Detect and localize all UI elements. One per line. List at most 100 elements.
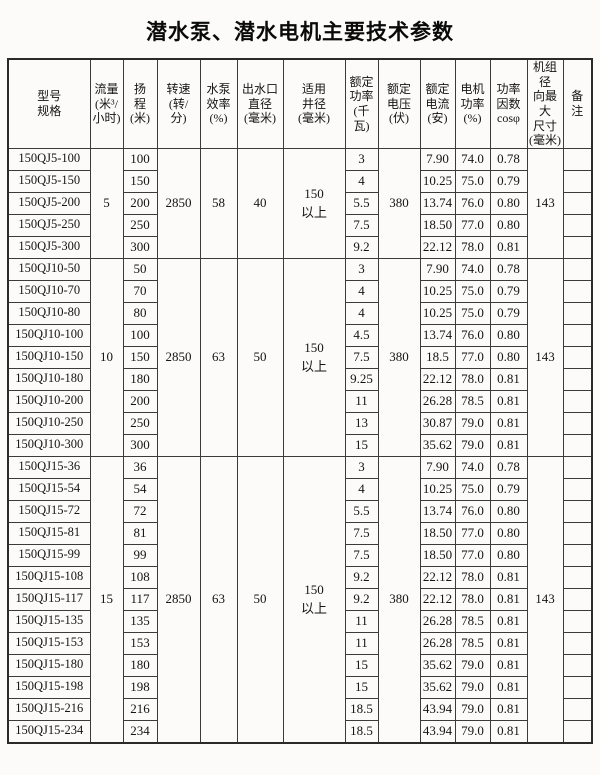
well-diameter-cell: 150 以上 [282, 257, 346, 457]
remark-cell [562, 257, 593, 281]
power-factor-cell: 0.80 [489, 521, 528, 545]
table-header: 型号 规格 流量 (米³/小时) 扬程 (米) 转速 (转/分) 水泵 效率 (%) 出水口 直径 (毫米… [7, 58, 593, 149]
col-header-remark: 备注 [562, 58, 593, 149]
speed-cell: 2850 [156, 257, 201, 457]
remark-cell [562, 279, 593, 303]
remark-cell [562, 433, 593, 457]
rated-current-cell: 26.28 [419, 389, 456, 413]
col-header-pump-efficiency: 水泵 效率 (%) [199, 58, 238, 149]
model-cell: 150QJ10-70 [7, 279, 91, 303]
remark-cell [562, 477, 593, 501]
model-cell: 150QJ15-234 [7, 719, 91, 744]
rated-current-cell: 35.62 [419, 653, 456, 677]
power-factor-cell: 0.81 [489, 367, 528, 391]
rated-power-cell: 5.5 [344, 499, 379, 523]
rated-current-cell: 35.62 [419, 433, 456, 457]
head-cell: 100 [122, 323, 158, 347]
col-header-rated-power: 额定 功率 (千 瓦) [344, 58, 379, 149]
power-factor-cell: 0.81 [489, 675, 528, 699]
head-cell: 300 [122, 433, 158, 457]
model-cell: 150QJ5-200 [7, 191, 91, 215]
rated-current-cell: 22.12 [419, 565, 456, 589]
table-row: 150QJ10-80 80 4 10.25 75.0 0.79 [7, 301, 593, 325]
remark-cell [562, 521, 593, 545]
head-cell: 135 [122, 609, 158, 633]
rated-power-cell: 4 [344, 301, 379, 325]
power-factor-cell: 0.78 [489, 257, 528, 281]
motor-efficiency-cell: 74.0 [454, 147, 491, 171]
table-row: 150QJ5-100 5 100 2850 58 40 150 以上 3 380 7.90 74.0 0… [7, 147, 593, 259]
col-header-max-radial-size: 机组径 向最大 尺寸 (毫米) [526, 58, 564, 149]
power-factor-cell: 0.81 [489, 653, 528, 677]
col-header-well-diameter: 适用 井径 (毫米) [282, 58, 346, 149]
model-cell: 150QJ10-80 [7, 301, 91, 325]
rated-current-cell: 7.90 [419, 147, 456, 171]
motor-efficiency-cell: 77.0 [454, 543, 491, 567]
pump-efficiency-cell: 63 [199, 455, 238, 744]
remark-cell [562, 455, 593, 479]
model-cell: 150QJ15-117 [7, 587, 91, 611]
outlet-diameter-cell: 50 [236, 257, 284, 457]
max-radial-size-cell: 143 [526, 257, 564, 457]
col-header-head: 扬程 (米) [122, 58, 158, 149]
rated-current-cell: 35.62 [419, 675, 456, 699]
model-cell: 150QJ15-72 [7, 499, 91, 523]
motor-efficiency-cell: 75.0 [454, 279, 491, 303]
head-cell: 180 [122, 367, 158, 391]
rated-power-cell: 9.2 [344, 587, 379, 611]
rated-power-cell: 3 [344, 257, 379, 281]
rated-power-cell: 4.5 [344, 323, 379, 347]
model-cell: 150QJ15-54 [7, 477, 91, 501]
rated-power-cell: 7.5 [344, 213, 379, 237]
head-cell: 117 [122, 587, 158, 611]
table-row: 150QJ15-216 216 18.5 43.94 79.0 0.81 [7, 697, 593, 721]
remark-cell [562, 565, 593, 589]
rated-power-cell: 15 [344, 433, 379, 457]
rated-power-cell: 9.2 [344, 565, 379, 589]
rated-current-cell: 22.12 [419, 235, 456, 259]
power-factor-cell: 0.80 [489, 499, 528, 523]
rated-current-cell: 18.50 [419, 543, 456, 567]
motor-efficiency-cell: 78.5 [454, 609, 491, 633]
rated-power-cell: 15 [344, 653, 379, 677]
motor-efficiency-cell: 78.0 [454, 587, 491, 611]
model-cell: 150QJ15-81 [7, 521, 91, 545]
power-factor-cell: 0.78 [489, 455, 528, 479]
remark-cell [562, 631, 593, 655]
head-cell: 150 [122, 169, 158, 193]
motor-efficiency-cell: 78.0 [454, 565, 491, 589]
remark-cell [562, 191, 593, 215]
motor-efficiency-cell: 78.5 [454, 631, 491, 655]
rated-power-cell: 5.5 [344, 191, 379, 215]
motor-efficiency-cell: 75.0 [454, 169, 491, 193]
rated-current-cell: 7.90 [419, 455, 456, 479]
pump-efficiency-cell: 58 [199, 147, 238, 259]
rated-current-cell: 13.74 [419, 499, 456, 523]
flow-cell: 10 [89, 257, 124, 457]
col-header-motor-efficiency: 电机 功率 (%) [454, 58, 491, 149]
head-cell: 72 [122, 499, 158, 523]
motor-efficiency-cell: 76.0 [454, 499, 491, 523]
remark-cell [562, 301, 593, 325]
rated-voltage-cell: 380 [377, 257, 421, 457]
rated-current-cell: 43.94 [419, 719, 456, 744]
head-cell: 200 [122, 389, 158, 413]
head-cell: 108 [122, 565, 158, 589]
head-cell: 250 [122, 213, 158, 237]
power-factor-cell: 0.80 [489, 191, 528, 215]
remark-cell [562, 213, 593, 237]
rated-power-cell: 18.5 [344, 719, 379, 744]
motor-efficiency-cell: 77.0 [454, 521, 491, 545]
col-header-power-factor: 功率 因数 cosφ [489, 58, 528, 149]
model-cell: 150QJ5-300 [7, 235, 91, 259]
model-cell: 150QJ10-50 [7, 257, 91, 281]
head-cell: 54 [122, 477, 158, 501]
pump-efficiency-cell: 63 [199, 257, 238, 457]
rated-power-cell: 11 [344, 389, 379, 413]
rated-current-cell: 10.25 [419, 477, 456, 501]
remark-cell [562, 411, 593, 435]
power-factor-cell: 0.80 [489, 543, 528, 567]
power-factor-cell: 0.79 [489, 169, 528, 193]
remark-cell [562, 697, 593, 721]
